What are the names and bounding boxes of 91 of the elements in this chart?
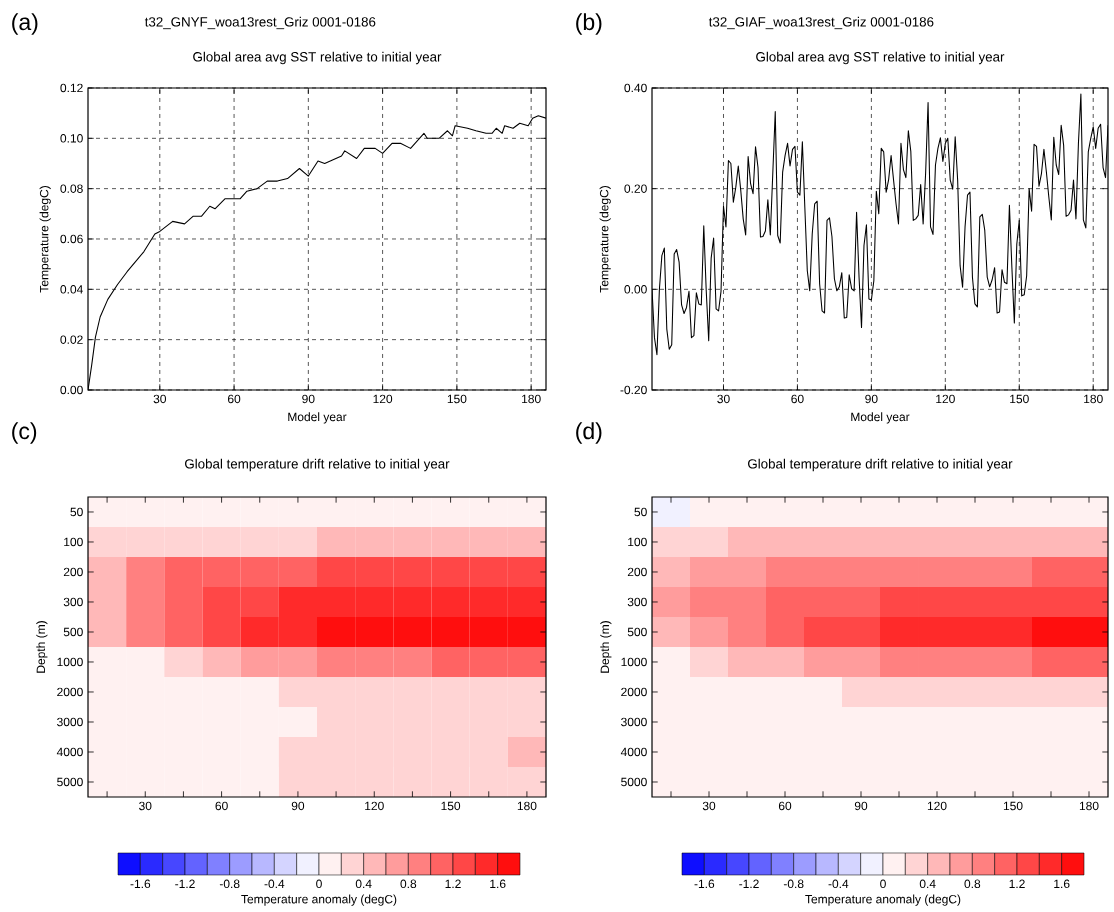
y-tick-label: 0.02	[60, 335, 83, 344]
color-bar-label: 0.8	[400, 879, 417, 889]
color-bar-label: 1.2	[445, 879, 461, 888]
y-tick-label: 0.00	[624, 285, 647, 294]
color-bar-label: 0.8	[964, 879, 981, 889]
text: (d)	[576, 422, 602, 444]
color-bar-label: 1.2	[1009, 879, 1025, 888]
y-axis-title: Depth (m)	[36, 621, 48, 673]
color-bar-label: -0.8	[783, 879, 804, 889]
chart-title: t32_GIAF_woa13rest_Griz 0001-0186	[708, 16, 934, 30]
y-tick-label: 0.06	[60, 234, 83, 244]
y-tick-label: 300	[627, 597, 647, 607]
y-tick-label: 0.00	[60, 385, 83, 395]
y-tick-label: 100	[628, 537, 647, 547]
y-axis-title: Depth (m)	[600, 621, 612, 673]
color-bar-label: -0.4	[828, 879, 849, 889]
x-tick-label: 30	[717, 394, 730, 404]
y-tick-label: 0.08	[60, 184, 83, 193]
y-tick-label: 500	[63, 627, 83, 637]
color-bar-title: Temperature anomaly (degC)	[241, 894, 397, 906]
x-tick-label: 60	[215, 801, 228, 811]
x-tick-label: 90	[854, 801, 868, 811]
color-bar-label: -0.4	[264, 879, 285, 889]
text: (a)	[12, 13, 38, 35]
color-bar-label: 1.6	[1054, 879, 1070, 889]
x-tick-label: 60	[228, 394, 241, 404]
color-bar-label: -1.6	[694, 879, 715, 889]
x-tick-label: 90	[302, 394, 315, 404]
y-tick-label: 500	[627, 627, 647, 637]
x-tick-label: 180	[517, 801, 537, 811]
y-axis-title: Temperature (degC)	[39, 186, 51, 293]
color-bar-label: -1.2	[175, 879, 195, 888]
x-axis-title: Model year	[851, 412, 910, 424]
x-tick-label: 120	[373, 394, 393, 404]
color-bar-label: 0.4	[355, 879, 372, 889]
x-tick-label: 180	[1084, 394, 1103, 404]
y-tick-label: 3000	[621, 717, 647, 727]
color-bar-label: 0	[880, 879, 886, 889]
x-tick-label: 120	[927, 801, 947, 811]
y-tick-label: 1000	[621, 657, 647, 667]
y-tick-label: 0.04	[60, 285, 83, 294]
x-tick-label: 30	[702, 801, 716, 811]
x-tick-label: 120	[365, 801, 384, 811]
y-axis-title: Temperature (degC)	[599, 186, 611, 293]
x-tick-label: 150	[441, 801, 461, 811]
chart-subtitle: Global area avg SST relative to initial year	[756, 51, 1005, 65]
chart-title: Global temperature drift relative to initial year	[185, 458, 450, 472]
x-tick-label: 150	[1003, 801, 1023, 811]
y-tick-label: 100	[64, 537, 83, 547]
x-tick-label: 30	[139, 801, 152, 811]
color-bar-label: -1.2	[739, 879, 759, 888]
x-tick-label: 150	[1010, 394, 1029, 404]
y-tick-label: 2000	[57, 687, 83, 697]
x-tick-label: 180	[1079, 801, 1099, 811]
color-bar-label: -0.8	[219, 879, 240, 889]
text: (b)	[576, 13, 602, 35]
y-tick-label: -0.20	[620, 385, 647, 395]
x-tick-label: 120	[936, 394, 955, 404]
color-bar-label: 1.6	[490, 879, 506, 889]
x-tick-label: 60	[778, 801, 792, 811]
y-tick-label: 0.12	[60, 83, 83, 93]
y-tick-label: 200	[63, 567, 83, 577]
y-tick-label: 0.20	[624, 184, 647, 193]
x-tick-label: 60	[791, 394, 804, 404]
y-tick-label: 3000	[57, 717, 83, 727]
y-tick-label: 1000	[57, 657, 83, 667]
color-bar-label: -1.6	[130, 879, 151, 889]
color-bar-label: 0.4	[919, 879, 936, 889]
y-tick-label: 300	[63, 597, 83, 607]
chart-subtitle: Global area avg SST relative to initial year	[193, 51, 442, 65]
color-bar-label: 0	[316, 879, 322, 889]
x-tick-label: 90	[291, 801, 305, 811]
color-bar-title: Temperature anomaly (degC)	[805, 894, 961, 906]
y-tick-label: 50	[70, 507, 83, 517]
y-tick-label: 0.40	[624, 83, 647, 93]
y-tick-label: 200	[627, 567, 647, 577]
x-tick-label: 90	[865, 394, 878, 404]
chart-title: t32_GNYF_woa13rest_Griz 0001-0186	[144, 16, 376, 30]
y-tick-label: 4000	[56, 747, 83, 757]
y-tick-label: 5000	[57, 777, 83, 787]
x-tick-label: 150	[447, 394, 467, 404]
y-tick-label: 4000	[620, 747, 647, 757]
x-axis-title: Model year	[288, 412, 347, 424]
y-tick-label: 2000	[621, 687, 647, 697]
x-tick-label: 180	[522, 394, 541, 404]
chart-title: Global temperature drift relative to initial year	[748, 458, 1013, 472]
y-tick-label: 5000	[621, 777, 647, 787]
y-tick-label: 50	[634, 507, 647, 517]
text: (c)	[12, 422, 37, 444]
x-tick-label: 30	[153, 394, 167, 404]
y-tick-label: 0.10	[60, 134, 83, 143]
